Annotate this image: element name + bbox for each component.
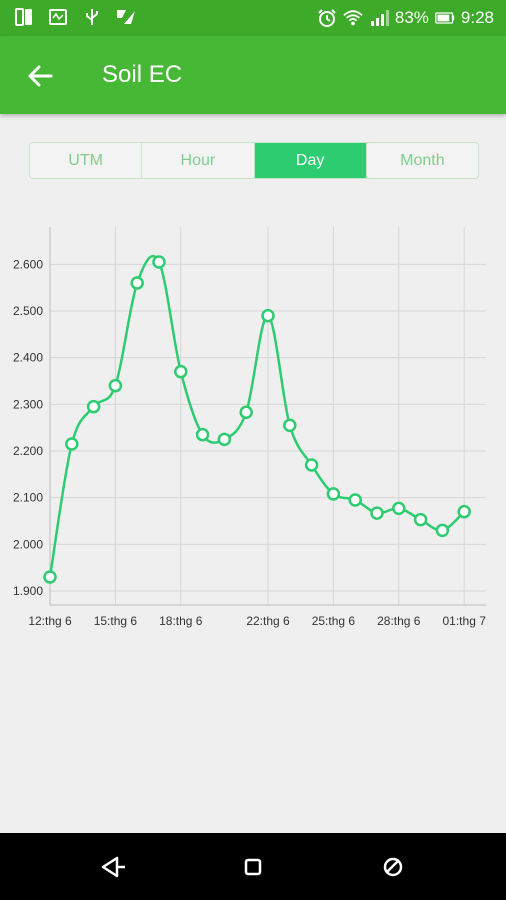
recents-nav-icon (383, 857, 403, 877)
status-left-icons (14, 7, 136, 27)
signal-icon (369, 8, 389, 28)
battery-percent: 83% (394, 8, 429, 27)
tab-month[interactable]: Month (400, 151, 445, 169)
back-button[interactable] (20, 56, 60, 96)
y-tick-label: 2.000 (13, 537, 43, 551)
arrow-left-icon (28, 65, 53, 87)
y-tick-label: 2.500 (13, 304, 43, 318)
tab-day[interactable]: Day (254, 143, 367, 178)
x-tick-label: 01:thg 7 (443, 614, 487, 628)
data-point (130, 276, 144, 290)
y-tick-label: 2.100 (13, 491, 43, 505)
navigation-bar (0, 833, 506, 900)
usb-icon (82, 7, 102, 27)
series-line (48, 254, 466, 578)
data-point (435, 523, 450, 538)
soil-ec-line-chart[interactable]: 1.900 2.000 2.100 2.200 2.300 2.400 2.500 2.600… (0, 215, 506, 645)
data-point (86, 399, 101, 414)
tab-hour[interactable]: Hour (142, 143, 255, 178)
home-nav-button[interactable] (237, 851, 269, 883)
data-point (217, 432, 232, 447)
data-point (283, 418, 297, 433)
y-tick-label: 2.400 (13, 351, 43, 365)
data-point (261, 308, 275, 323)
x-tick-label: 28:thg 6 (377, 614, 421, 628)
data-point (43, 570, 57, 584)
back-nav-icon (101, 856, 125, 878)
data-point (370, 506, 384, 520)
x-tick-label: 12:thg 6 (28, 614, 72, 628)
data-point (457, 504, 471, 519)
battery-icon (435, 8, 455, 28)
data-point (65, 437, 79, 451)
wifi-icon (343, 8, 363, 28)
x-tick-label: 25:thg 6 (312, 614, 356, 628)
sms-icon (48, 7, 68, 27)
period-tabs: UTM Hour Day Month (29, 142, 479, 179)
tab-utm[interactable]: UTM (30, 143, 143, 178)
y-tick-label: 2.200 (13, 444, 43, 458)
data-point (152, 255, 166, 269)
sim-icon (14, 7, 34, 27)
alarm-icon (317, 8, 337, 28)
y-tick-label: 1.900 (13, 584, 43, 598)
data-point (174, 364, 188, 379)
app-bar: Soil EC (0, 36, 506, 114)
y-tick-label: 2.600 (13, 257, 43, 271)
app-icon (116, 7, 136, 27)
x-tick-label: 15:thg 6 (94, 614, 138, 628)
home-nav-icon (244, 858, 262, 876)
clock: 9:28 (460, 8, 494, 27)
page-title: Soil EC (102, 61, 183, 88)
back-nav-button[interactable] (97, 851, 129, 883)
y-tick-label: 2.300 (13, 397, 43, 411)
x-tick-label: 18:thg 6 (159, 614, 203, 628)
data-point (304, 458, 319, 472)
x-tick-label: 22:thg 6 (246, 614, 290, 628)
status-right: 83% 9:28 (317, 7, 494, 29)
data-point (326, 487, 341, 501)
data-point (108, 378, 123, 393)
data-point (413, 512, 428, 527)
data-point (239, 405, 253, 420)
data-point (195, 427, 210, 442)
data-point (392, 501, 406, 516)
status-bar: 83% 9:28 (0, 0, 506, 36)
data-point (348, 493, 362, 507)
recents-nav-button[interactable] (377, 851, 409, 883)
